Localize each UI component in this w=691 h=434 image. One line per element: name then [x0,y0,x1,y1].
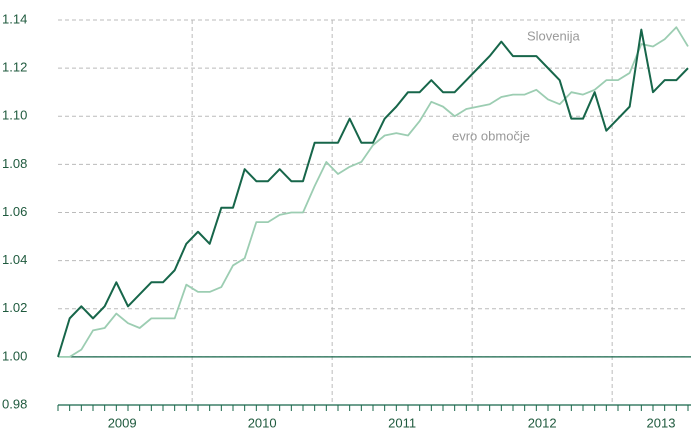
y-tick-label: 1.00 [2,348,27,363]
y-tick-label: 1.04 [2,252,27,267]
y-tick-label: 0.98 [2,396,27,411]
y-tick-label: 1.02 [2,300,27,315]
x-tick-label: 2012 [528,415,557,430]
series-label: Slovenija [527,28,581,43]
y-tick-label: 1.14 [2,11,27,26]
y-tick-label: 1.06 [2,204,27,219]
series-label: evro območje [452,128,530,143]
x-tick-label: 2010 [248,415,277,430]
y-tick-label: 1.12 [2,60,27,75]
y-tick-label: 1.10 [2,108,27,123]
y-tick-label: 1.08 [2,156,27,171]
x-tick-label: 2011 [388,415,416,430]
series-line [57,28,689,358]
x-tick-label: 2009 [108,415,137,430]
series-line [58,26,689,358]
x-tick-label: 2013 [647,415,676,430]
